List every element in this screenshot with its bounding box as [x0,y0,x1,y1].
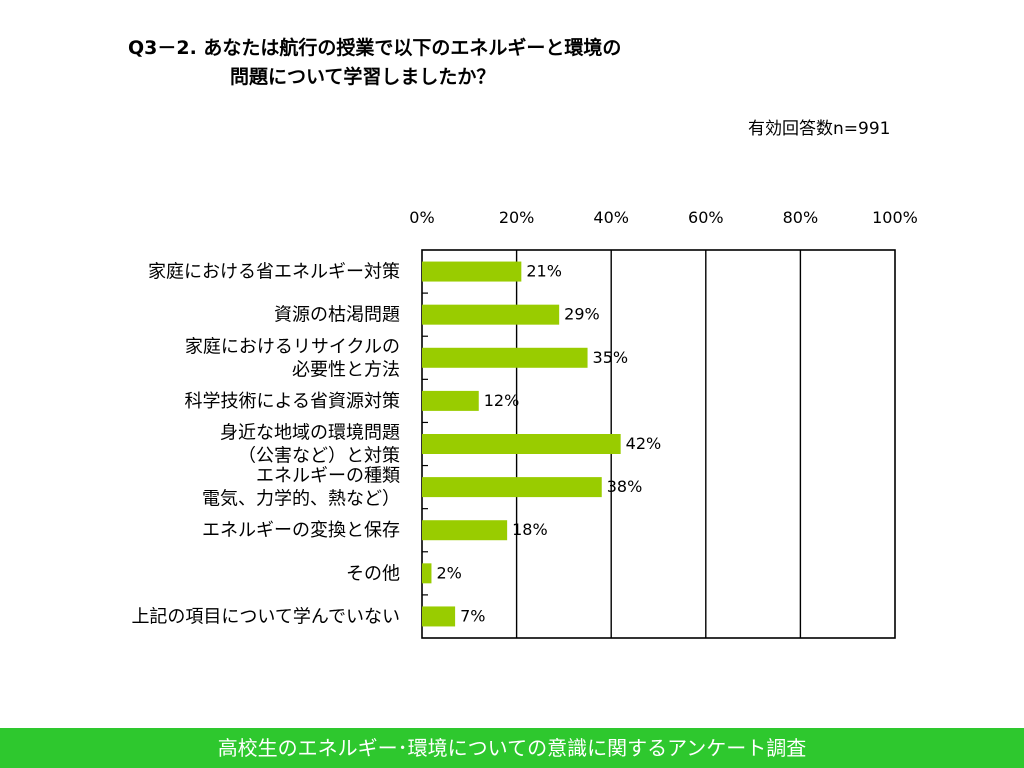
x-tick-label: 100% [872,208,918,227]
x-tick-label: 0% [409,208,434,227]
category-label: 身近な地域の環境問題 [220,423,400,444]
x-tick-label: 20% [499,208,535,227]
data-label: 35% [593,348,629,367]
footer-banner: 高校生のエネルギー･環境についての意識に関するアンケート調査 [0,728,1024,768]
bar [422,606,456,627]
bar-chart: 0% 20% 40% 60% 80% 100% 21% 家庭における省エネルギー対策 29% 資源… [131,208,918,639]
data-label: 38% [607,477,643,496]
question-title-line-1: Q3－2. あなたは航行の授業で以下のエネルギーと環境の [128,37,622,59]
category-label: 上記の項目について学んでいない [131,606,400,627]
data-label: 42% [626,434,662,453]
question-title-line-2: 問題について学習しましたか？ [230,66,496,88]
bar [422,390,479,411]
category-label: （公害など）と対策 [238,446,400,467]
category-label: エネルギーの変換と保存 [202,520,400,541]
data-label: 12% [484,391,520,410]
x-tick-label: 40% [593,208,629,227]
bar [422,434,621,454]
category-label: 家庭における省エネルギー対策 [148,262,400,283]
data-label: 7% [460,606,485,625]
category-label: 科学技術による省資源対策 [185,391,400,412]
bar [422,304,560,325]
category-label: 家庭におけるリサイクルの [185,336,400,357]
bar [422,563,432,584]
bar [422,520,508,541]
data-label: 18% [512,520,548,539]
bar [422,477,602,498]
x-tick-label: 80% [783,208,819,227]
data-label: 2% [436,563,461,582]
data-label: 21% [526,262,562,281]
bar [422,261,522,282]
sample-size-label: 有効回答数n=991 [748,119,891,139]
category-label: 必要性と方法 [292,359,400,380]
category-label: 資源の枯渇問題 [274,305,400,326]
category-label: エネルギーの種類 [256,466,400,487]
x-tick-label: 60% [688,208,724,227]
category-label: 電気、力学的、熱など） [202,489,400,510]
bar [422,347,588,368]
category-label: その他 [346,563,400,584]
data-label: 29% [564,305,600,324]
